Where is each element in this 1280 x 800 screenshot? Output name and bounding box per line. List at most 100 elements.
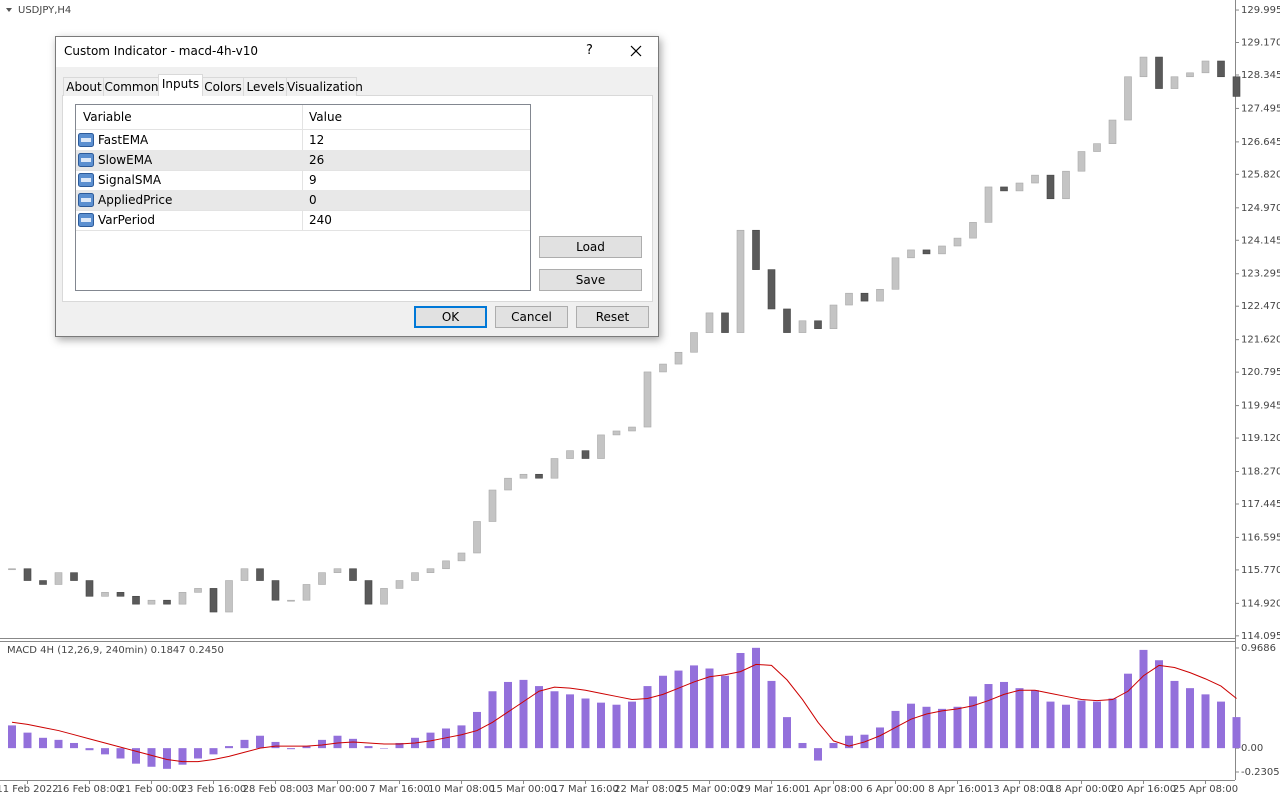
save-button[interactable]: Save — [539, 269, 642, 291]
table-header: Variable Value — [76, 105, 530, 130]
candle — [39, 580, 47, 585]
tab[interactable]: Levels — [243, 77, 288, 96]
x-tick-label: 3 Mar 00:00 — [307, 784, 367, 795]
menu-arrow[interactable] — [6, 8, 12, 12]
close-button[interactable] — [630, 45, 642, 57]
tab[interactable]: Inputs — [158, 74, 203, 96]
candle — [1031, 174, 1039, 184]
histogram-bar — [333, 735, 342, 749]
x-tick-label: 18 Apr 00:00 — [1049, 784, 1114, 795]
candle — [271, 580, 280, 601]
histogram-bar — [302, 746, 311, 749]
tab[interactable]: Colors — [201, 77, 245, 96]
y-tick-label: 118.270 — [1241, 467, 1280, 478]
histogram-bar — [101, 748, 109, 755]
variable-cell: SlowEMA — [98, 153, 153, 167]
histogram-bar — [488, 691, 497, 749]
histogram-bar — [798, 742, 807, 749]
candle — [54, 572, 63, 585]
help-button[interactable]: ? — [586, 43, 593, 58]
histogram-bar — [1031, 690, 1039, 749]
candle — [659, 363, 667, 373]
value-cell[interactable]: 0 — [309, 193, 317, 207]
value-cell[interactable]: 9 — [309, 173, 317, 187]
candle — [550, 458, 559, 479]
value-cell[interactable]: 240 — [309, 213, 332, 227]
histogram-bar — [194, 748, 202, 759]
candle — [628, 426, 636, 432]
variable-cell: FastEMA — [98, 133, 149, 147]
candle — [1077, 151, 1086, 172]
histogram-bar — [814, 748, 822, 761]
value-cell[interactable]: 12 — [309, 133, 325, 147]
tab[interactable]: Visualization — [286, 77, 363, 96]
y-tick-label: 129.170 — [1241, 38, 1280, 49]
candle — [736, 229, 745, 333]
variable-cell: AppliedPrice — [98, 193, 173, 207]
histogram-bar — [643, 686, 652, 749]
histogram-bar — [349, 738, 357, 749]
x-tick-label: 16 Feb 08:00 — [57, 784, 123, 795]
candle — [1093, 143, 1101, 152]
table-row[interactable]: VarPeriod 240 — [76, 210, 530, 231]
x-tick-label: 6 Apr 00:00 — [866, 784, 925, 795]
histogram-bar — [659, 675, 667, 749]
indicator-label: MACD 4H (12,26,9, 240min) 0.1847 0.2450 — [7, 645, 224, 656]
tab[interactable]: Common — [103, 77, 160, 96]
histogram-bar — [690, 665, 698, 749]
candle — [953, 237, 962, 247]
candle — [643, 371, 652, 428]
table-row[interactable]: SignalSMA 9 — [76, 170, 530, 191]
candle — [147, 599, 156, 605]
candle — [860, 292, 869, 302]
load-button[interactable]: Load — [539, 236, 642, 258]
value-cell[interactable]: 26 — [309, 153, 325, 167]
candle — [721, 312, 729, 333]
histogram-bar — [876, 727, 884, 749]
table-row[interactable]: SlowEMA 26 — [76, 150, 530, 171]
inputs-table: Variable Value FastEMA 12 SlowEMA 26 SignalS… — [75, 104, 531, 291]
y-tick-label: 0.9686 — [1241, 643, 1276, 654]
candle — [767, 269, 776, 310]
candle — [488, 489, 497, 522]
histogram-bar — [132, 748, 140, 764]
candle — [1000, 186, 1008, 192]
histogram-bar — [240, 739, 249, 749]
candle — [287, 599, 295, 602]
histogram-bar — [891, 710, 900, 749]
ok-button[interactable]: OK — [414, 306, 487, 328]
candle — [845, 292, 853, 306]
x-tick-label: 28 Feb 08:00 — [243, 784, 309, 795]
candle — [922, 249, 931, 255]
x-tick-label: 22 Mar 08:00 — [614, 784, 681, 795]
reset-button[interactable]: Reset — [576, 306, 649, 328]
histogram-bar — [969, 696, 977, 749]
histogram-bar — [1232, 717, 1241, 749]
table-row[interactable]: AppliedPrice 0 — [76, 190, 530, 211]
histogram-bar — [39, 737, 47, 749]
y-tick-label: -0.2305 — [1241, 767, 1280, 778]
histogram-bar — [504, 681, 512, 749]
candle — [442, 560, 450, 570]
y-tick-label: 116.595 — [1241, 532, 1280, 543]
histogram-bar — [519, 679, 528, 749]
cancel-button[interactable]: Cancel — [495, 306, 568, 328]
symbol-label: USDJPY,H4 — [18, 5, 71, 16]
histogram-bar — [1139, 649, 1148, 749]
histogram-bar — [550, 691, 559, 749]
candle — [690, 332, 698, 353]
histogram-bar — [628, 701, 636, 749]
candle — [23, 568, 32, 581]
table-row[interactable]: FastEMA 12 — [76, 130, 530, 151]
x-tick-label: 20 Apr 16:00 — [1111, 784, 1176, 795]
candle — [1124, 76, 1132, 121]
candle — [752, 229, 760, 270]
candle — [1015, 182, 1024, 192]
histogram-bar — [1093, 701, 1101, 749]
candle — [1232, 76, 1241, 97]
histogram-bar — [426, 732, 435, 749]
candle — [612, 430, 621, 436]
candle — [473, 521, 481, 554]
tab[interactable]: About — [63, 77, 105, 96]
y-tick-label: 121.620 — [1241, 335, 1280, 346]
